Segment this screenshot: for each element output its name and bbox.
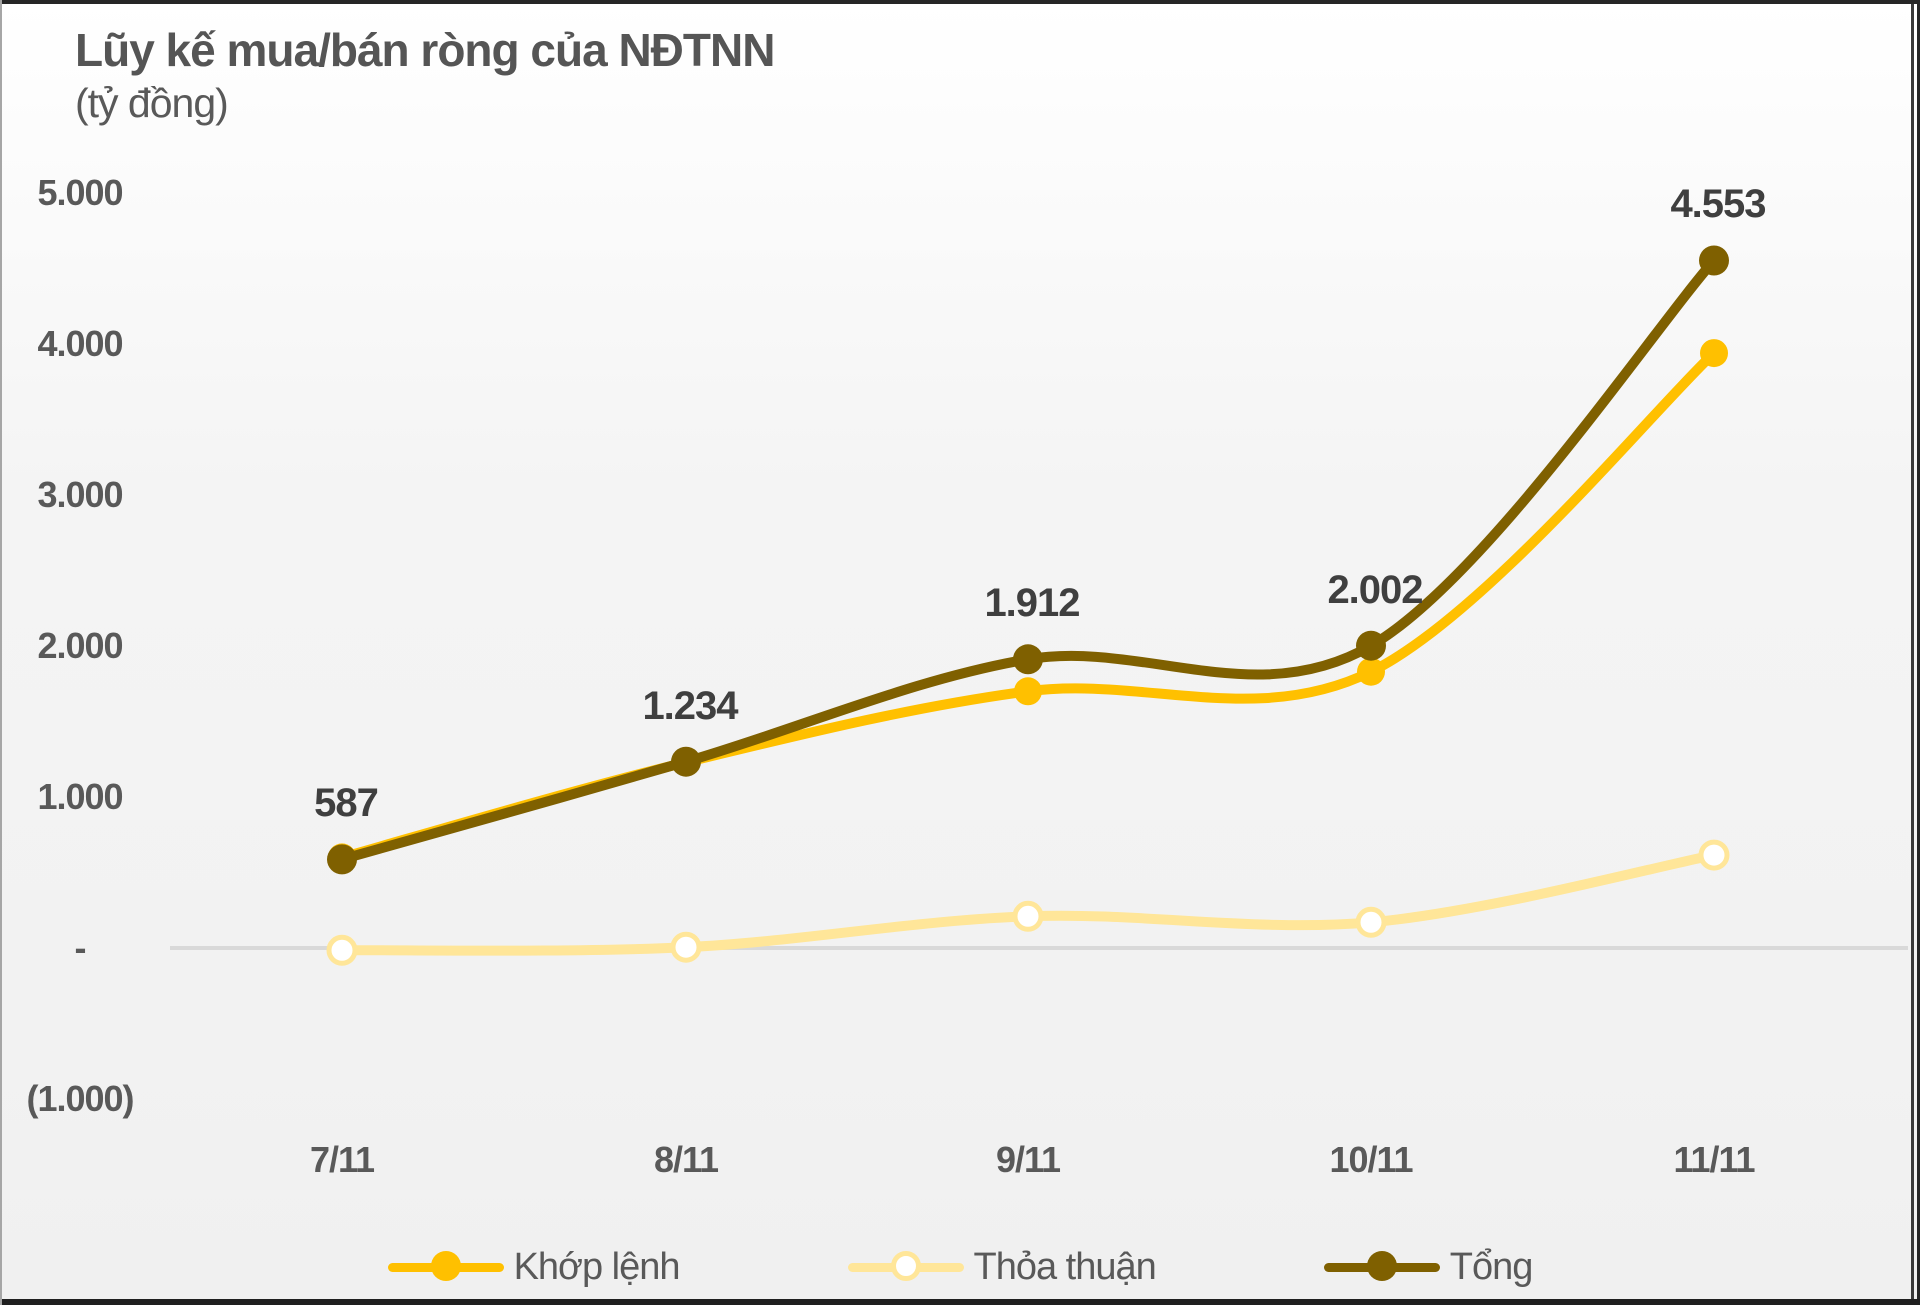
legend-item-1: Khớp lệnh (387, 1245, 681, 1289)
data-label: 1.912 (984, 581, 1080, 626)
chart-header: Lũy kế mua/bán ròng của NĐTNN (tỷ đồng) (75, 22, 775, 128)
series-marker-3 (671, 746, 701, 777)
frame-border-bottom (0, 1299, 1920, 1305)
legend-label: Khớp lệnh (513, 1245, 681, 1288)
series-marker-3 (327, 844, 357, 875)
series-marker-3 (1356, 630, 1386, 661)
legend-marker-icon (387, 1250, 504, 1284)
legend-label: Tổng (1449, 1245, 1534, 1288)
legend-item-3: Tổng (1323, 1245, 1534, 1289)
data-label: 1.234 (642, 683, 738, 728)
series-marker-2 (326, 934, 358, 966)
legend-marker-icon (1323, 1250, 1440, 1284)
x-tick-label: 10/11 (1329, 1139, 1413, 1180)
data-label: 2.002 (1327, 567, 1423, 612)
x-tick-label: 7/11 (309, 1139, 375, 1180)
y-tick-label: (1.000) (26, 1078, 134, 1119)
series-marker-2 (670, 931, 702, 963)
series-marker-1 (1700, 339, 1728, 368)
y-tick-label: - (74, 927, 87, 968)
series-marker-2 (1698, 839, 1730, 871)
frame-border-left (0, 0, 2, 1305)
series-marker-1 (1357, 657, 1385, 686)
series-line-3 (337, 255, 1719, 865)
y-tick-label: 3.000 (37, 474, 123, 515)
series-marker-2 (1012, 900, 1044, 932)
x-tick-label: 11/11 (1673, 1139, 1755, 1180)
frame-border-right-line (1911, 4, 1914, 1299)
y-tick-label: 1.000 (37, 776, 123, 817)
x-tick-label: 9/11 (995, 1139, 1061, 1180)
y-tick-label: 4.000 (37, 323, 123, 364)
y-tick-label: 5.000 (37, 172, 123, 213)
legend-item-2: Thỏa thuận (847, 1245, 1157, 1289)
series-marker-3 (1013, 644, 1043, 675)
legend-marker-icon (847, 1250, 964, 1284)
series-marker-3 (1699, 245, 1729, 276)
legend-label: Thỏa thuận (973, 1245, 1157, 1288)
data-label: 4.553 (1670, 182, 1766, 227)
data-label: 587 (314, 781, 379, 826)
y-tick-label: 2.000 (37, 625, 123, 666)
chart-legend: Khớp lệnh Thỏa thuận Tổng (0, 1238, 1920, 1296)
chart-unit-label: (tỷ đồng) (75, 80, 229, 126)
chart-title: Lũy kế mua/bán ròng của NĐTNN (75, 24, 775, 76)
frame-border-top (0, 0, 1920, 4)
series-marker-1 (1014, 677, 1042, 706)
frame-border-right (1917, 0, 1920, 1305)
x-tick-label: 8/11 (653, 1139, 719, 1180)
series-marker-2 (1355, 906, 1387, 938)
